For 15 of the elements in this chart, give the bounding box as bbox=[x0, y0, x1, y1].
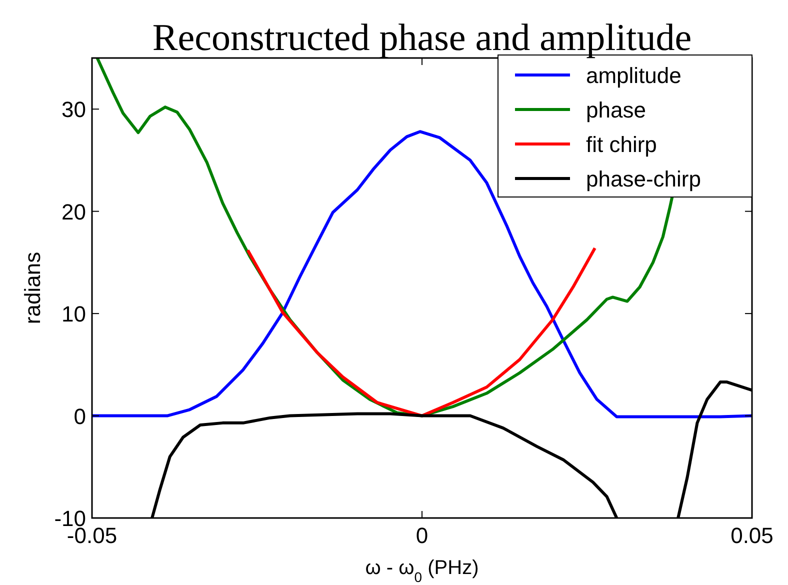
y-axis-title: radians bbox=[20, 252, 45, 324]
y-tick-label: 30 bbox=[62, 97, 86, 122]
legend-label: amplitude bbox=[586, 63, 682, 88]
y-tick-label: 0 bbox=[74, 404, 86, 429]
legend-label: phase bbox=[586, 98, 646, 122]
y-tick-label: 20 bbox=[62, 199, 86, 224]
line-series bbox=[246, 246, 596, 418]
x-tick-label: 0.05 bbox=[730, 523, 774, 548]
chart-title: Reconstructed phase and amplitude bbox=[152, 17, 692, 59]
x-axis-title: ω - ω$_{0}$ (PHz) bbox=[365, 557, 479, 585]
line-series bbox=[92, 130, 752, 418]
legend-label: fit chirp bbox=[586, 132, 657, 157]
legend-label: phase-chirp bbox=[586, 166, 701, 192]
x-tick-label: 0 bbox=[416, 523, 428, 548]
y-tick-label: 10 bbox=[62, 302, 86, 327]
